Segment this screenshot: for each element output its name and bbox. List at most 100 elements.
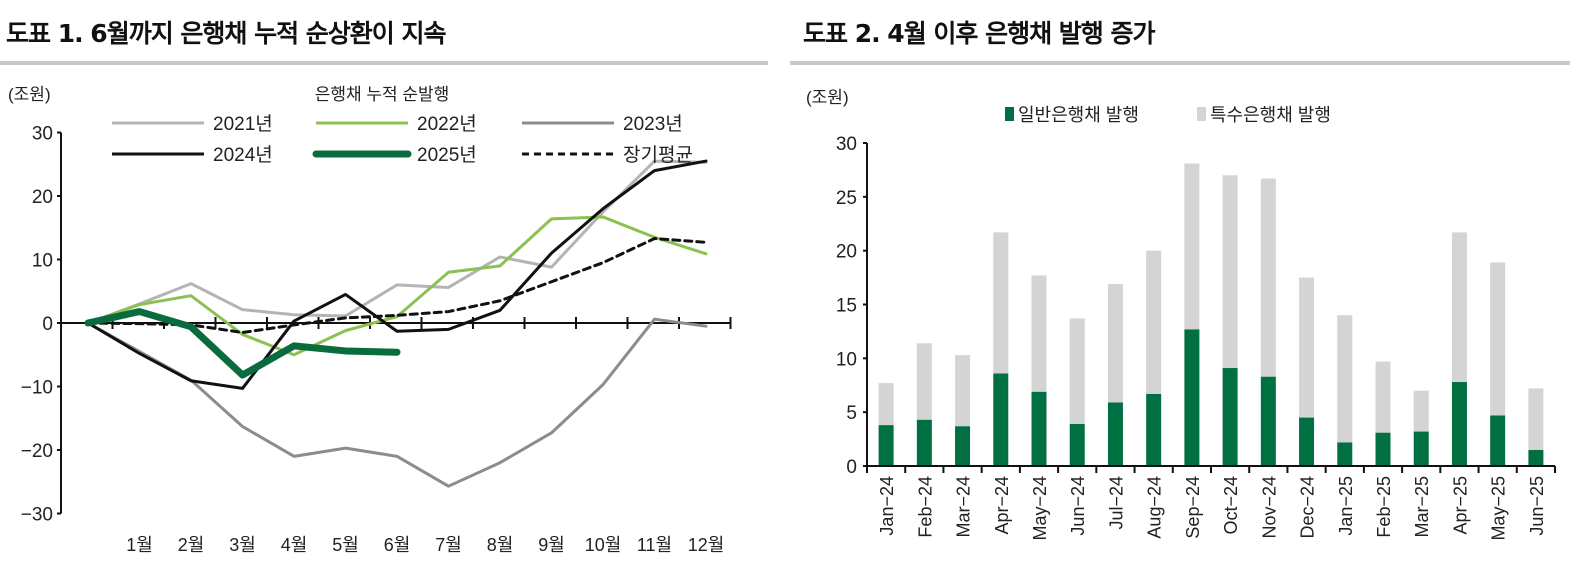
chart2-title: 도표 2. 4월 이후 은행채 발행 증가: [803, 19, 1156, 48]
y-tick-label: 20: [32, 187, 53, 208]
bar-일반은행채 발행: [1337, 442, 1353, 466]
chart1-title: 도표 1. 6월까지 은행채 누적 순상환이 지속: [6, 19, 447, 48]
x-tick-label: 2월: [178, 535, 205, 555]
bar-특수은행채 발행: [1490, 262, 1506, 416]
chart1-subtitle: 은행채 누적 순발행: [315, 85, 450, 104]
x-tick-label: Apr−24: [992, 476, 1012, 535]
bar-특수은행채 발행: [1375, 361, 1391, 433]
bar-일반은행채 발행: [1375, 432, 1391, 466]
bar-특수은행채 발행: [1031, 275, 1047, 392]
x-tick-label: 8월: [487, 535, 514, 555]
bar-특수은행채 발행: [1337, 315, 1353, 443]
bar-일반은행채 발행: [1031, 391, 1047, 466]
x-tick-label: Mar−25: [1412, 476, 1432, 538]
y-tick-label: 20: [836, 242, 857, 263]
x-tick-label: Nov−24: [1259, 476, 1279, 539]
y-tick-label: 10: [32, 251, 53, 272]
bar-일반은행채 발행: [1069, 424, 1085, 466]
y-tick-label: −10: [21, 378, 53, 399]
legend-label: 2024년: [213, 144, 273, 166]
bar-특수은행채 발행: [1069, 318, 1085, 425]
series-line-2023년: [86, 317, 708, 488]
x-tick-label: Dec−24: [1298, 476, 1318, 539]
divider: [790, 61, 1570, 65]
y-tick-label: 10: [836, 349, 857, 370]
legend-swatch: [1005, 107, 1014, 121]
x-tick-label: Jul−24: [1106, 476, 1126, 530]
y-tick-label: 30: [836, 134, 857, 155]
bar-일반은행채 발행: [1528, 449, 1544, 466]
chart1-ylabel: (조원): [8, 85, 51, 104]
bar-특수은행채 발행: [1146, 250, 1162, 394]
bar-특수은행채 발행: [1451, 232, 1467, 383]
bar-일반은행채 발행: [878, 425, 894, 466]
bar-일반은행채 발행: [1146, 393, 1162, 466]
x-tick-label: 1월: [126, 535, 153, 555]
x-tick-label: Aug−24: [1145, 476, 1165, 539]
bar-일반은행채 발행: [1299, 417, 1315, 466]
bar-특수은행채 발행: [955, 355, 971, 427]
y-tick-label: 25: [836, 188, 857, 209]
x-tick-label: Sep−24: [1183, 476, 1203, 539]
x-tick-label: 9월: [538, 535, 565, 555]
divider: [0, 61, 768, 65]
x-tick-label: 3월: [229, 535, 256, 555]
bar-특수은행채 발행: [1528, 388, 1544, 450]
x-tick-label: May−25: [1489, 476, 1509, 541]
y-tick-label: 0: [846, 457, 857, 478]
x-tick-label: 7월: [435, 535, 462, 555]
bar-특수은행채 발행: [1260, 178, 1276, 377]
bar-특수은행채 발행: [878, 383, 894, 426]
y-tick-label: −20: [21, 441, 53, 462]
x-tick-label: Jun−24: [1068, 476, 1088, 536]
x-tick-label: Jun−25: [1527, 476, 1547, 536]
bar-일반은행채 발행: [955, 426, 971, 466]
x-tick-label: 12월: [688, 535, 725, 555]
legend-label: 2021년: [213, 113, 273, 135]
x-tick-label: Mar−24: [954, 476, 974, 538]
legend-label: 2025년: [417, 144, 477, 166]
x-tick-label: 5월: [332, 535, 359, 555]
bar-특수은행채 발행: [1184, 163, 1200, 330]
x-tick-label: 4월: [281, 535, 308, 555]
x-tick-label: Oct−24: [1221, 476, 1241, 535]
y-tick-label: 30: [32, 124, 53, 145]
bar-특수은행채 발행: [1299, 277, 1315, 418]
legend-label: 특수은행채 발행: [1210, 105, 1331, 125]
bar-일반은행채 발행: [1490, 415, 1506, 466]
bar-일반은행채 발행: [916, 419, 932, 466]
bar-특수은행채 발행: [1107, 284, 1123, 403]
x-tick-label: 10월: [585, 535, 622, 555]
x-tick-label: Feb−25: [1374, 476, 1394, 538]
bar-일반은행채 발행: [1260, 376, 1276, 466]
bar-특수은행채 발행: [1413, 390, 1429, 432]
legend-swatch: [1197, 107, 1206, 121]
legend-label: 2022년: [417, 113, 477, 135]
y-tick-label: −30: [21, 505, 53, 526]
bar-일반은행채 발행: [1184, 329, 1200, 466]
x-tick-label: Apr−25: [1450, 476, 1470, 535]
bar-특수은행채 발행: [916, 343, 932, 420]
x-tick-label: 11월: [637, 535, 672, 555]
bar-일반은행채 발행: [993, 373, 1009, 466]
bar-일반은행채 발행: [1413, 431, 1429, 466]
bar-일반은행채 발행: [1222, 368, 1238, 466]
x-tick-label: Feb−24: [915, 476, 935, 538]
x-tick-label: Jan−24: [877, 476, 897, 536]
legend-label: 2023년: [623, 113, 683, 135]
x-tick-label: May−24: [1030, 476, 1050, 541]
x-tick-label: Jan−25: [1336, 476, 1356, 536]
bar-일반은행채 발행: [1451, 382, 1467, 466]
y-tick-label: 0: [42, 314, 53, 335]
y-tick-label: 15: [836, 296, 857, 317]
bar-일반은행채 발행: [1107, 402, 1123, 466]
bar-특수은행채 발행: [993, 232, 1009, 374]
chart2-ylabel: (조원): [806, 88, 849, 107]
legend-label: 장기평균: [623, 144, 693, 166]
x-tick-label: 6월: [384, 535, 411, 555]
bar-특수은행채 발행: [1222, 175, 1238, 369]
series-line-2025년: [84, 308, 401, 379]
y-tick-label: 5: [846, 403, 857, 424]
legend-label: 일반은행채 발행: [1018, 105, 1139, 125]
